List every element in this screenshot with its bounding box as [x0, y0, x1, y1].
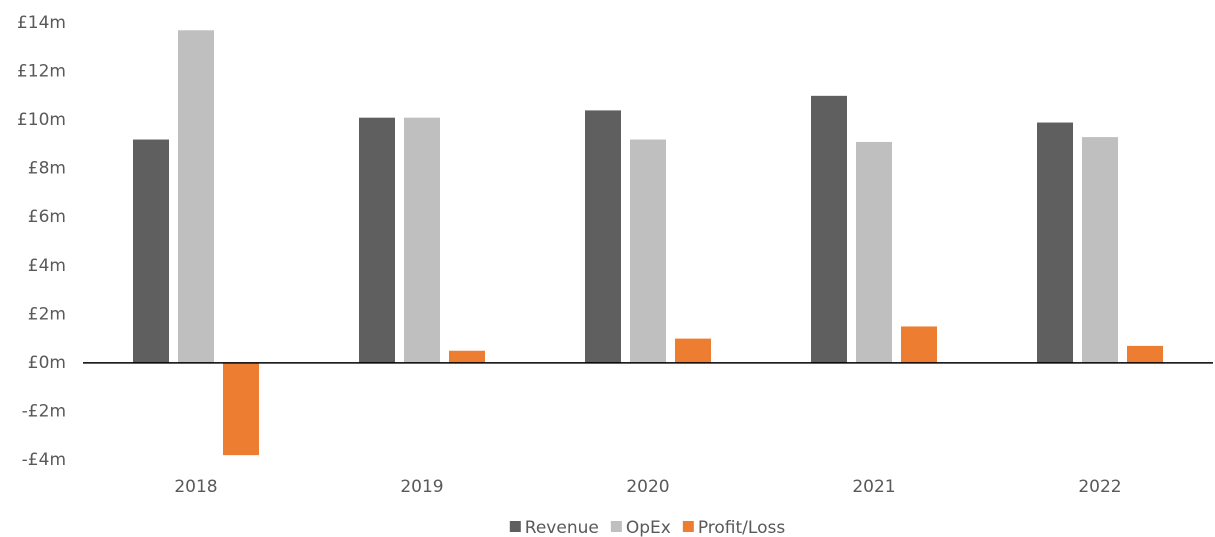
y-tick-label: £6m: [28, 207, 66, 227]
x-tick-label: 2018: [174, 477, 217, 497]
y-tick-label: £2m: [28, 304, 66, 324]
y-tick-label: £8m: [28, 159, 66, 179]
y-tick-label: £0m: [28, 353, 66, 373]
bar: [630, 139, 666, 363]
bar: [811, 95, 847, 363]
bar: [856, 141, 892, 363]
legend-label: OpEx: [626, 518, 671, 537]
x-tick-label: 2022: [1078, 477, 1121, 497]
bar: [1082, 137, 1118, 363]
legend-swatch: [610, 521, 622, 532]
bar: [178, 30, 214, 363]
legend-swatch: [509, 521, 521, 532]
bar: [404, 117, 440, 363]
bar: [449, 350, 485, 363]
bar: [1127, 345, 1163, 363]
legend-label: Profit/Loss: [698, 518, 786, 537]
y-tick-label: -£4m: [22, 450, 66, 470]
x-tick-label: 2019: [400, 477, 443, 497]
x-tick-label: 2021: [852, 477, 895, 497]
legend-swatch: [682, 521, 694, 532]
bar: [675, 338, 711, 363]
bar: [1037, 122, 1073, 363]
legend-label: Revenue: [525, 518, 599, 537]
bar: [223, 362, 259, 456]
y-tick-label: -£2m: [22, 401, 66, 421]
y-tick-label: £12m: [17, 62, 66, 82]
x-tick-label: 2020: [626, 477, 669, 497]
y-tick-label: £4m: [28, 256, 66, 276]
bar: [901, 326, 937, 363]
bar: [359, 117, 395, 363]
bar: [585, 110, 621, 363]
y-tick-label: £10m: [17, 110, 66, 130]
y-tick-label: £14m: [17, 13, 66, 33]
bar: [133, 139, 169, 363]
